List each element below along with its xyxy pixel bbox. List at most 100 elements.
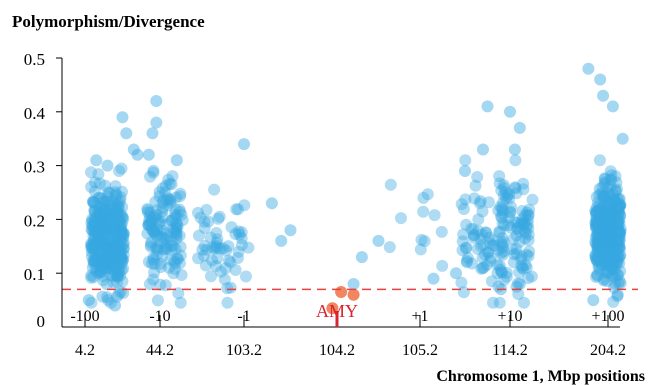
data-point xyxy=(516,213,529,226)
data-point xyxy=(157,243,170,256)
data-point xyxy=(597,207,610,219)
data-point xyxy=(482,246,494,259)
data-point xyxy=(600,196,613,209)
data-point xyxy=(111,207,124,220)
data-point xyxy=(103,224,116,237)
data-point xyxy=(105,247,118,260)
data-point xyxy=(88,204,101,217)
data-point xyxy=(605,198,618,211)
data-point xyxy=(477,261,490,274)
data-point xyxy=(89,242,102,255)
data-point xyxy=(170,217,183,230)
data-point xyxy=(484,237,496,250)
data-point xyxy=(609,240,622,253)
data-point xyxy=(610,232,623,245)
data-point xyxy=(521,214,534,227)
data-point xyxy=(108,236,121,249)
data-point xyxy=(102,251,115,264)
data-point xyxy=(509,216,522,229)
data-point xyxy=(498,219,511,232)
data-point xyxy=(163,261,176,274)
data-point xyxy=(596,217,609,230)
data-point xyxy=(600,234,613,247)
data-point xyxy=(594,221,607,234)
data-point xyxy=(593,220,606,233)
data-point xyxy=(594,73,607,86)
data-point xyxy=(609,198,621,211)
data-point xyxy=(591,217,604,229)
data-point xyxy=(476,251,489,264)
data-point xyxy=(603,211,616,224)
data-point xyxy=(87,255,100,268)
data-point xyxy=(597,190,610,203)
data-point xyxy=(101,159,114,172)
data-point xyxy=(514,218,527,231)
data-point xyxy=(102,243,115,256)
data-point xyxy=(592,203,605,216)
data-point xyxy=(600,266,613,279)
data-point xyxy=(108,226,121,239)
data-point xyxy=(612,269,625,282)
data-point xyxy=(604,165,617,178)
data-point xyxy=(169,243,182,256)
data-point xyxy=(87,234,100,247)
data-point xyxy=(606,257,619,270)
data-point xyxy=(608,240,621,253)
data-point xyxy=(144,206,157,219)
data-point xyxy=(224,256,237,269)
data-point xyxy=(232,225,245,238)
data-point xyxy=(97,206,110,219)
data-point xyxy=(522,228,535,241)
data-point xyxy=(112,270,124,282)
data-point xyxy=(98,239,111,252)
data-point xyxy=(593,263,606,276)
data-point xyxy=(131,148,144,161)
data-point xyxy=(86,213,98,226)
data-point xyxy=(117,229,130,242)
data-point xyxy=(497,189,510,202)
data-point xyxy=(110,290,123,303)
data-point xyxy=(87,195,100,208)
data-point xyxy=(92,233,105,246)
data-point xyxy=(509,154,522,167)
data-point xyxy=(611,268,624,281)
data-point xyxy=(114,194,127,207)
data-point xyxy=(95,231,108,243)
data-point xyxy=(607,206,620,219)
data-point xyxy=(217,242,230,255)
data-point xyxy=(98,210,110,223)
data-point xyxy=(608,235,621,247)
data-point xyxy=(479,226,492,239)
data-point xyxy=(601,244,614,257)
data-point xyxy=(600,241,613,254)
data-point xyxy=(113,241,126,254)
data-point xyxy=(504,221,517,234)
data-point xyxy=(604,227,617,240)
data-point xyxy=(607,231,619,244)
data-point xyxy=(593,154,606,167)
data-point xyxy=(492,243,505,256)
data-point xyxy=(105,259,118,272)
data-point xyxy=(611,226,624,239)
data-point xyxy=(611,193,624,206)
data-point xyxy=(151,243,164,256)
data-point xyxy=(591,240,604,253)
data-point xyxy=(608,281,620,294)
data-point xyxy=(92,210,105,223)
data-point xyxy=(96,231,109,244)
data-point xyxy=(593,206,606,219)
data-point xyxy=(504,105,516,118)
data-point xyxy=(594,242,607,255)
data-point xyxy=(609,204,622,217)
data-point xyxy=(598,233,611,246)
data-point xyxy=(108,246,121,259)
data-point xyxy=(109,180,122,193)
data-point xyxy=(115,252,128,265)
data-point xyxy=(604,234,617,246)
data-point xyxy=(107,223,120,236)
data-point xyxy=(198,215,211,228)
data-point xyxy=(91,252,104,265)
data-point xyxy=(157,211,169,224)
data-point xyxy=(155,237,168,250)
data-point xyxy=(596,258,609,270)
